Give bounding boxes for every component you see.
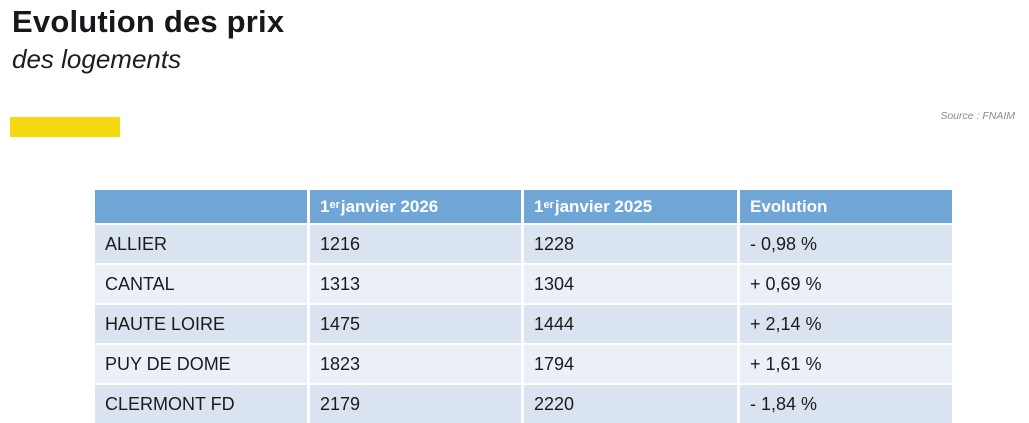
header-jan2025-ordinal: er xyxy=(543,199,554,211)
header-jan2025-number: 1 xyxy=(534,196,544,216)
price-table: 1 er janvier 2026 1 er janvier 2025 Evolut… xyxy=(95,190,952,423)
row-label-cantal: CANTAL xyxy=(95,265,307,303)
table-header-empty xyxy=(95,190,307,223)
cell-puy-de-dome-evolution: + 1,61 % xyxy=(740,345,952,383)
cell-puy-de-dome-jan2026: 1823 xyxy=(310,345,521,383)
cell-clermont-fd-evolution: - 1,84 % xyxy=(740,385,952,423)
cell-haute-loire-evolution: + 2,14 % xyxy=(740,305,952,343)
table-header-evolution: Evolution xyxy=(740,190,952,223)
page-subtitle: des logements xyxy=(12,44,182,74)
table-header-jan2025: 1 er janvier 2025 xyxy=(524,190,737,223)
cell-clermont-fd-jan2025: 2220 xyxy=(524,385,737,423)
cell-cantal-jan2025: 1304 xyxy=(524,265,737,303)
row-label-clermont-fd: CLERMONT FD xyxy=(95,385,307,423)
header-jan2025-text: janvier 2025 xyxy=(554,196,653,216)
cell-allier-evolution: - 0,98 % xyxy=(740,225,952,263)
header-jan2026-ordinal: er xyxy=(329,199,340,211)
row-label-haute-loire: HAUTE LOIRE xyxy=(95,305,307,343)
header-jan2026-text: janvier 2026 xyxy=(340,196,439,216)
row-label-allier: ALLIER xyxy=(95,225,307,263)
accent-bar xyxy=(10,117,120,137)
page-title: Evolution des prix xyxy=(12,4,285,39)
cell-cantal-jan2026: 1313 xyxy=(310,265,521,303)
cell-allier-jan2026: 1216 xyxy=(310,225,521,263)
cell-haute-loire-jan2025: 1444 xyxy=(524,305,737,343)
cell-cantal-evolution: + 0,69 % xyxy=(740,265,952,303)
source-note: Source : FNAIM xyxy=(940,110,1015,122)
cell-allier-jan2025: 1228 xyxy=(524,225,737,263)
table-header-jan2026: 1 er janvier 2026 xyxy=(310,190,521,223)
cell-puy-de-dome-jan2025: 1794 xyxy=(524,345,737,383)
cell-clermont-fd-jan2026: 2179 xyxy=(310,385,521,423)
cell-haute-loire-jan2026: 1475 xyxy=(310,305,521,343)
row-label-puy-de-dome: PUY DE DOME xyxy=(95,345,307,383)
header-jan2026-number: 1 xyxy=(320,196,330,216)
